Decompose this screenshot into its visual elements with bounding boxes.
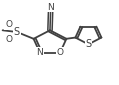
Text: S: S: [85, 39, 92, 49]
Text: N: N: [47, 3, 54, 12]
Text: O: O: [5, 20, 12, 29]
Text: O: O: [57, 48, 64, 57]
Text: S: S: [14, 27, 20, 37]
Text: O: O: [5, 35, 12, 44]
Text: N: N: [36, 48, 43, 57]
